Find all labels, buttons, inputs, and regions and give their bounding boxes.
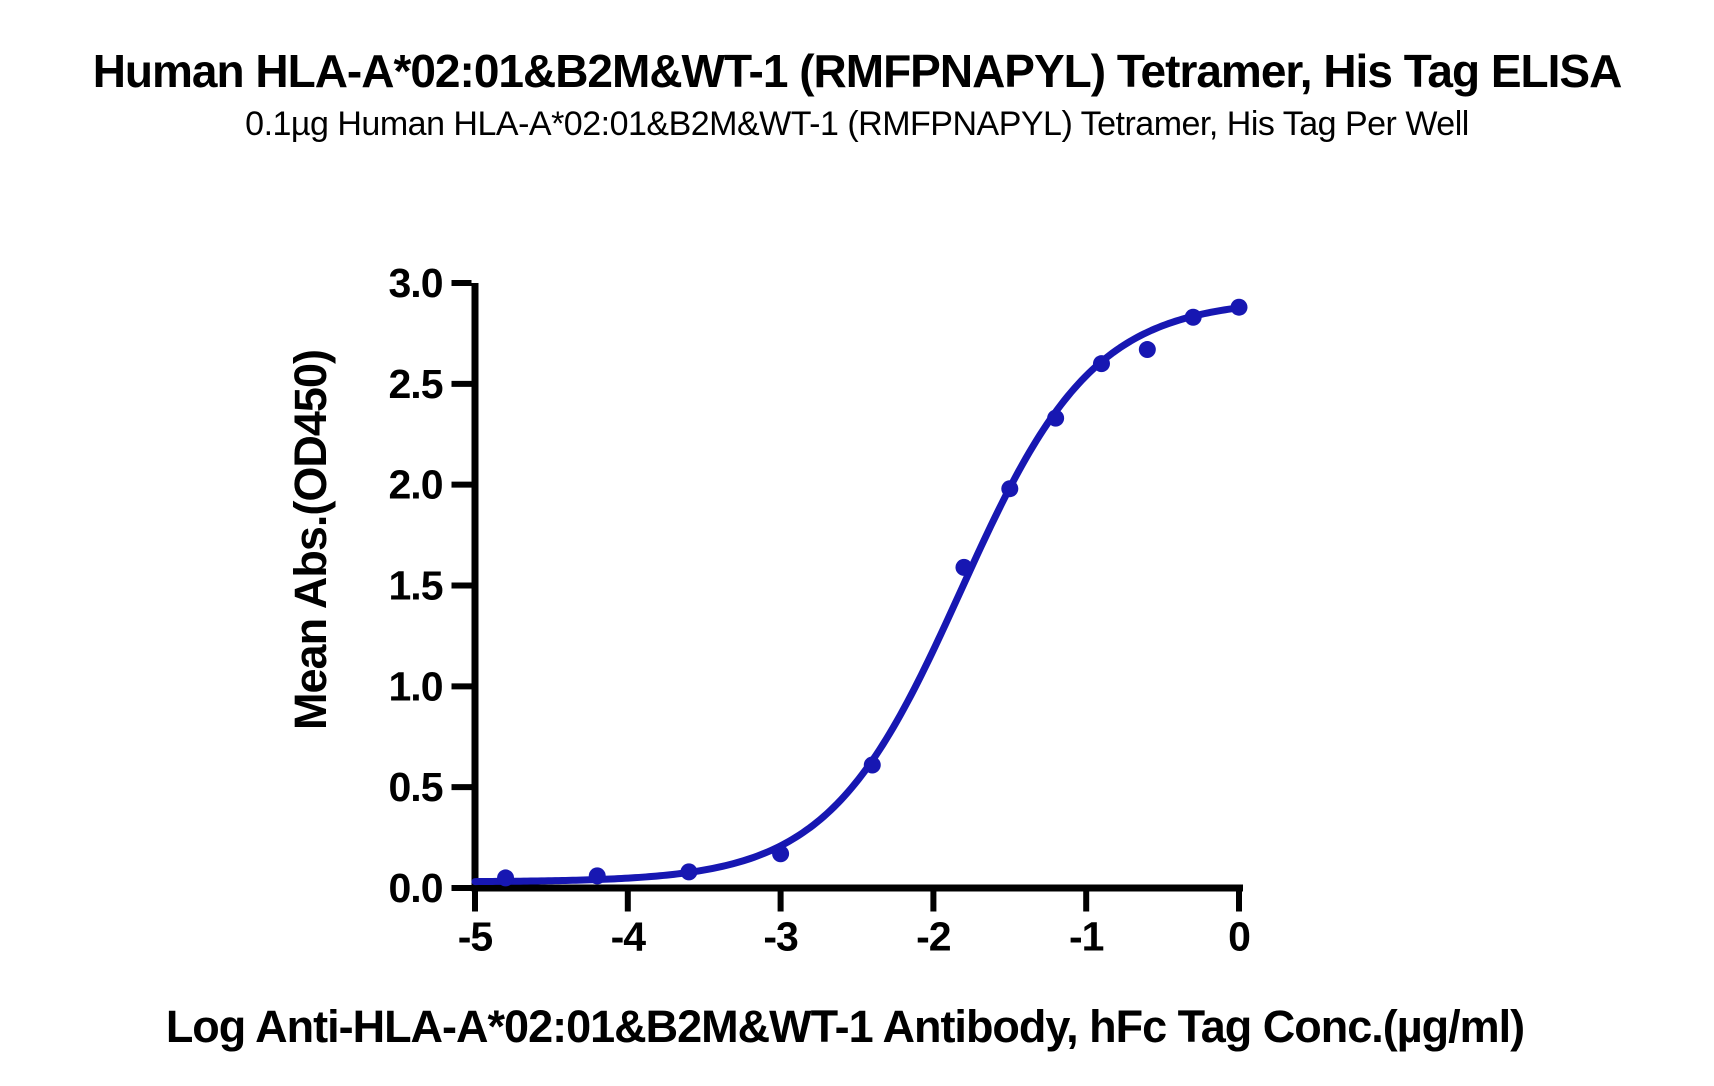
y-tick-label: 2.5 [389, 361, 443, 407]
y-tick-label: 1.0 [389, 663, 443, 709]
axis-lines [471, 283, 1243, 892]
data-point [863, 756, 881, 774]
data-point [1184, 308, 1202, 326]
y-tick-label: 1.5 [389, 563, 443, 609]
x-tick-label: -5 [458, 914, 493, 960]
x-axis-title: Log Anti-HLA-A*02:01&B2M&WT-1 Antibody, … [166, 1001, 1524, 1052]
data-point [1230, 298, 1248, 316]
data-point [1001, 480, 1019, 498]
chart-title: Human HLA-A*02:01&B2M&WT-1 (RMFPNAPYL) T… [92, 45, 1623, 97]
y-tick-label: 0.0 [389, 865, 443, 911]
y-axis-title: Mean Abs.(OD450) [285, 350, 336, 730]
x-tick-label: 0 [1228, 914, 1250, 960]
data-point [1092, 355, 1110, 373]
data-point [772, 845, 790, 863]
data-point [1047, 409, 1065, 427]
y-tick-label: 2.0 [389, 462, 443, 508]
x-tick-label: -4 [611, 914, 647, 960]
data-point [497, 869, 515, 887]
data-point [1138, 341, 1156, 359]
chart-subtitle: 0.1µg Human HLA-A*02:01&B2M&WT-1 (RMFPNA… [245, 105, 1469, 143]
y-tick-label: 3.0 [389, 260, 443, 306]
x-tick-label: -1 [1069, 914, 1104, 960]
data-point [680, 863, 698, 881]
y-tick-label: 0.5 [389, 764, 443, 810]
dose-response-curve [471, 303, 1246, 886]
data-point [955, 558, 973, 576]
x-tick-label: -2 [916, 914, 951, 960]
data-point [588, 867, 606, 885]
x-tick-label: -3 [763, 914, 798, 960]
